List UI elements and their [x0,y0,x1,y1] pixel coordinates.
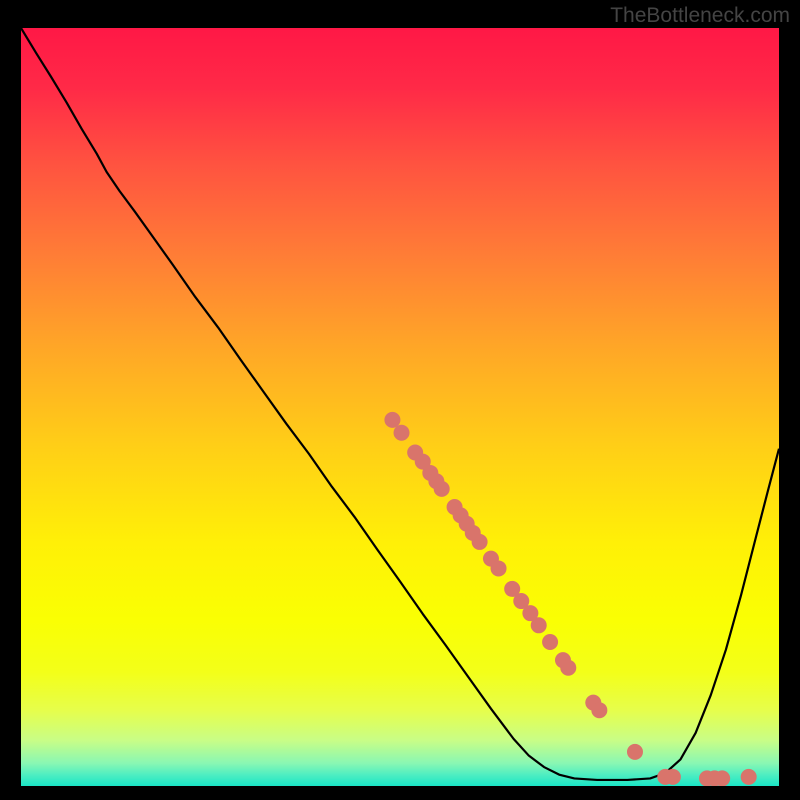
watermark-label: TheBottleneck.com [610,4,790,28]
marker-point [384,412,400,428]
marker-point [560,660,576,676]
marker-point [491,560,507,576]
marker-point [714,770,730,786]
marker-point [591,702,607,718]
chart-svg [21,28,779,786]
chart-plot-area [21,28,779,786]
marker-point [434,481,450,497]
marker-point [627,744,643,760]
marker-point [531,617,547,633]
marker-point [394,425,410,441]
marker-point [665,769,681,785]
gradient-background [21,28,779,786]
marker-point [472,534,488,550]
marker-point [542,634,558,650]
marker-point [741,769,757,785]
chart-container: TheBottleneck.com [0,0,800,800]
